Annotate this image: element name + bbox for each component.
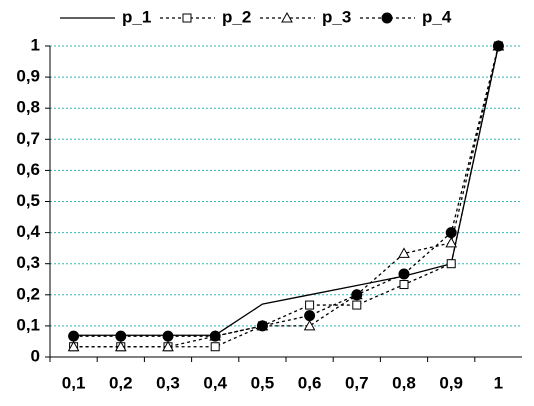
y-tick-label: 0,6: [16, 160, 40, 179]
y-tick-label: 0: [31, 346, 40, 365]
y-tick-label: 0,3: [16, 253, 40, 272]
data-point: [209, 330, 221, 342]
x-tick-label: 0,3: [156, 373, 180, 392]
data-point: [162, 330, 174, 342]
data-point: [351, 289, 363, 301]
y-tick-label: 0,4: [16, 222, 40, 241]
x-tick-label: 0,2: [109, 373, 133, 392]
y-tick-label: 1: [31, 35, 40, 54]
y-tick-label: 0,9: [16, 67, 40, 86]
x-tick-label: 0,6: [298, 373, 322, 392]
legend-marker: [182, 13, 192, 23]
x-tick-label: 0,9: [439, 373, 463, 392]
data-point: [445, 227, 457, 239]
data-point: [398, 247, 410, 258]
data-point: [68, 330, 80, 342]
legend-label: p_2: [222, 7, 251, 26]
data-point: [399, 280, 409, 290]
data-point: [305, 300, 315, 310]
y-tick-label: 0,1: [16, 315, 40, 334]
x-tick-label: 0,5: [251, 373, 275, 392]
x-tick-label: 0,7: [345, 373, 369, 392]
data-point: [303, 319, 316, 331]
data-point: [304, 310, 316, 322]
legend-label: p_3: [322, 7, 351, 26]
data-point: [446, 259, 456, 269]
data-point: [162, 340, 174, 352]
data-point: [398, 268, 410, 280]
data-point: [352, 300, 362, 310]
series-line: [73, 45, 500, 336]
y-tick-label: 0,2: [16, 284, 40, 303]
legend-label: p_1: [122, 7, 151, 26]
series-line: [73, 45, 500, 348]
series-line: [73, 45, 500, 348]
legend-marker: [381, 12, 393, 24]
legend-marker: [281, 11, 293, 23]
series-line: [73, 45, 500, 337]
x-tick-label: 0,8: [392, 373, 416, 392]
x-tick-label: 1: [494, 373, 503, 392]
x-tick-label: 0,1: [62, 373, 86, 392]
data-point: [67, 340, 80, 352]
data-point: [256, 320, 268, 332]
y-tick-label: 0,7: [16, 129, 40, 148]
y-tick-label: 0,5: [16, 191, 40, 210]
x-tick-label: 0,4: [203, 373, 227, 392]
data-point: [210, 342, 220, 352]
data-point: [445, 236, 458, 248]
y-tick-label: 0,8: [16, 98, 40, 117]
data-point: [114, 340, 127, 352]
legend-label: p_4: [422, 7, 452, 26]
data-point: [492, 40, 504, 52]
data-point: [115, 330, 127, 342]
